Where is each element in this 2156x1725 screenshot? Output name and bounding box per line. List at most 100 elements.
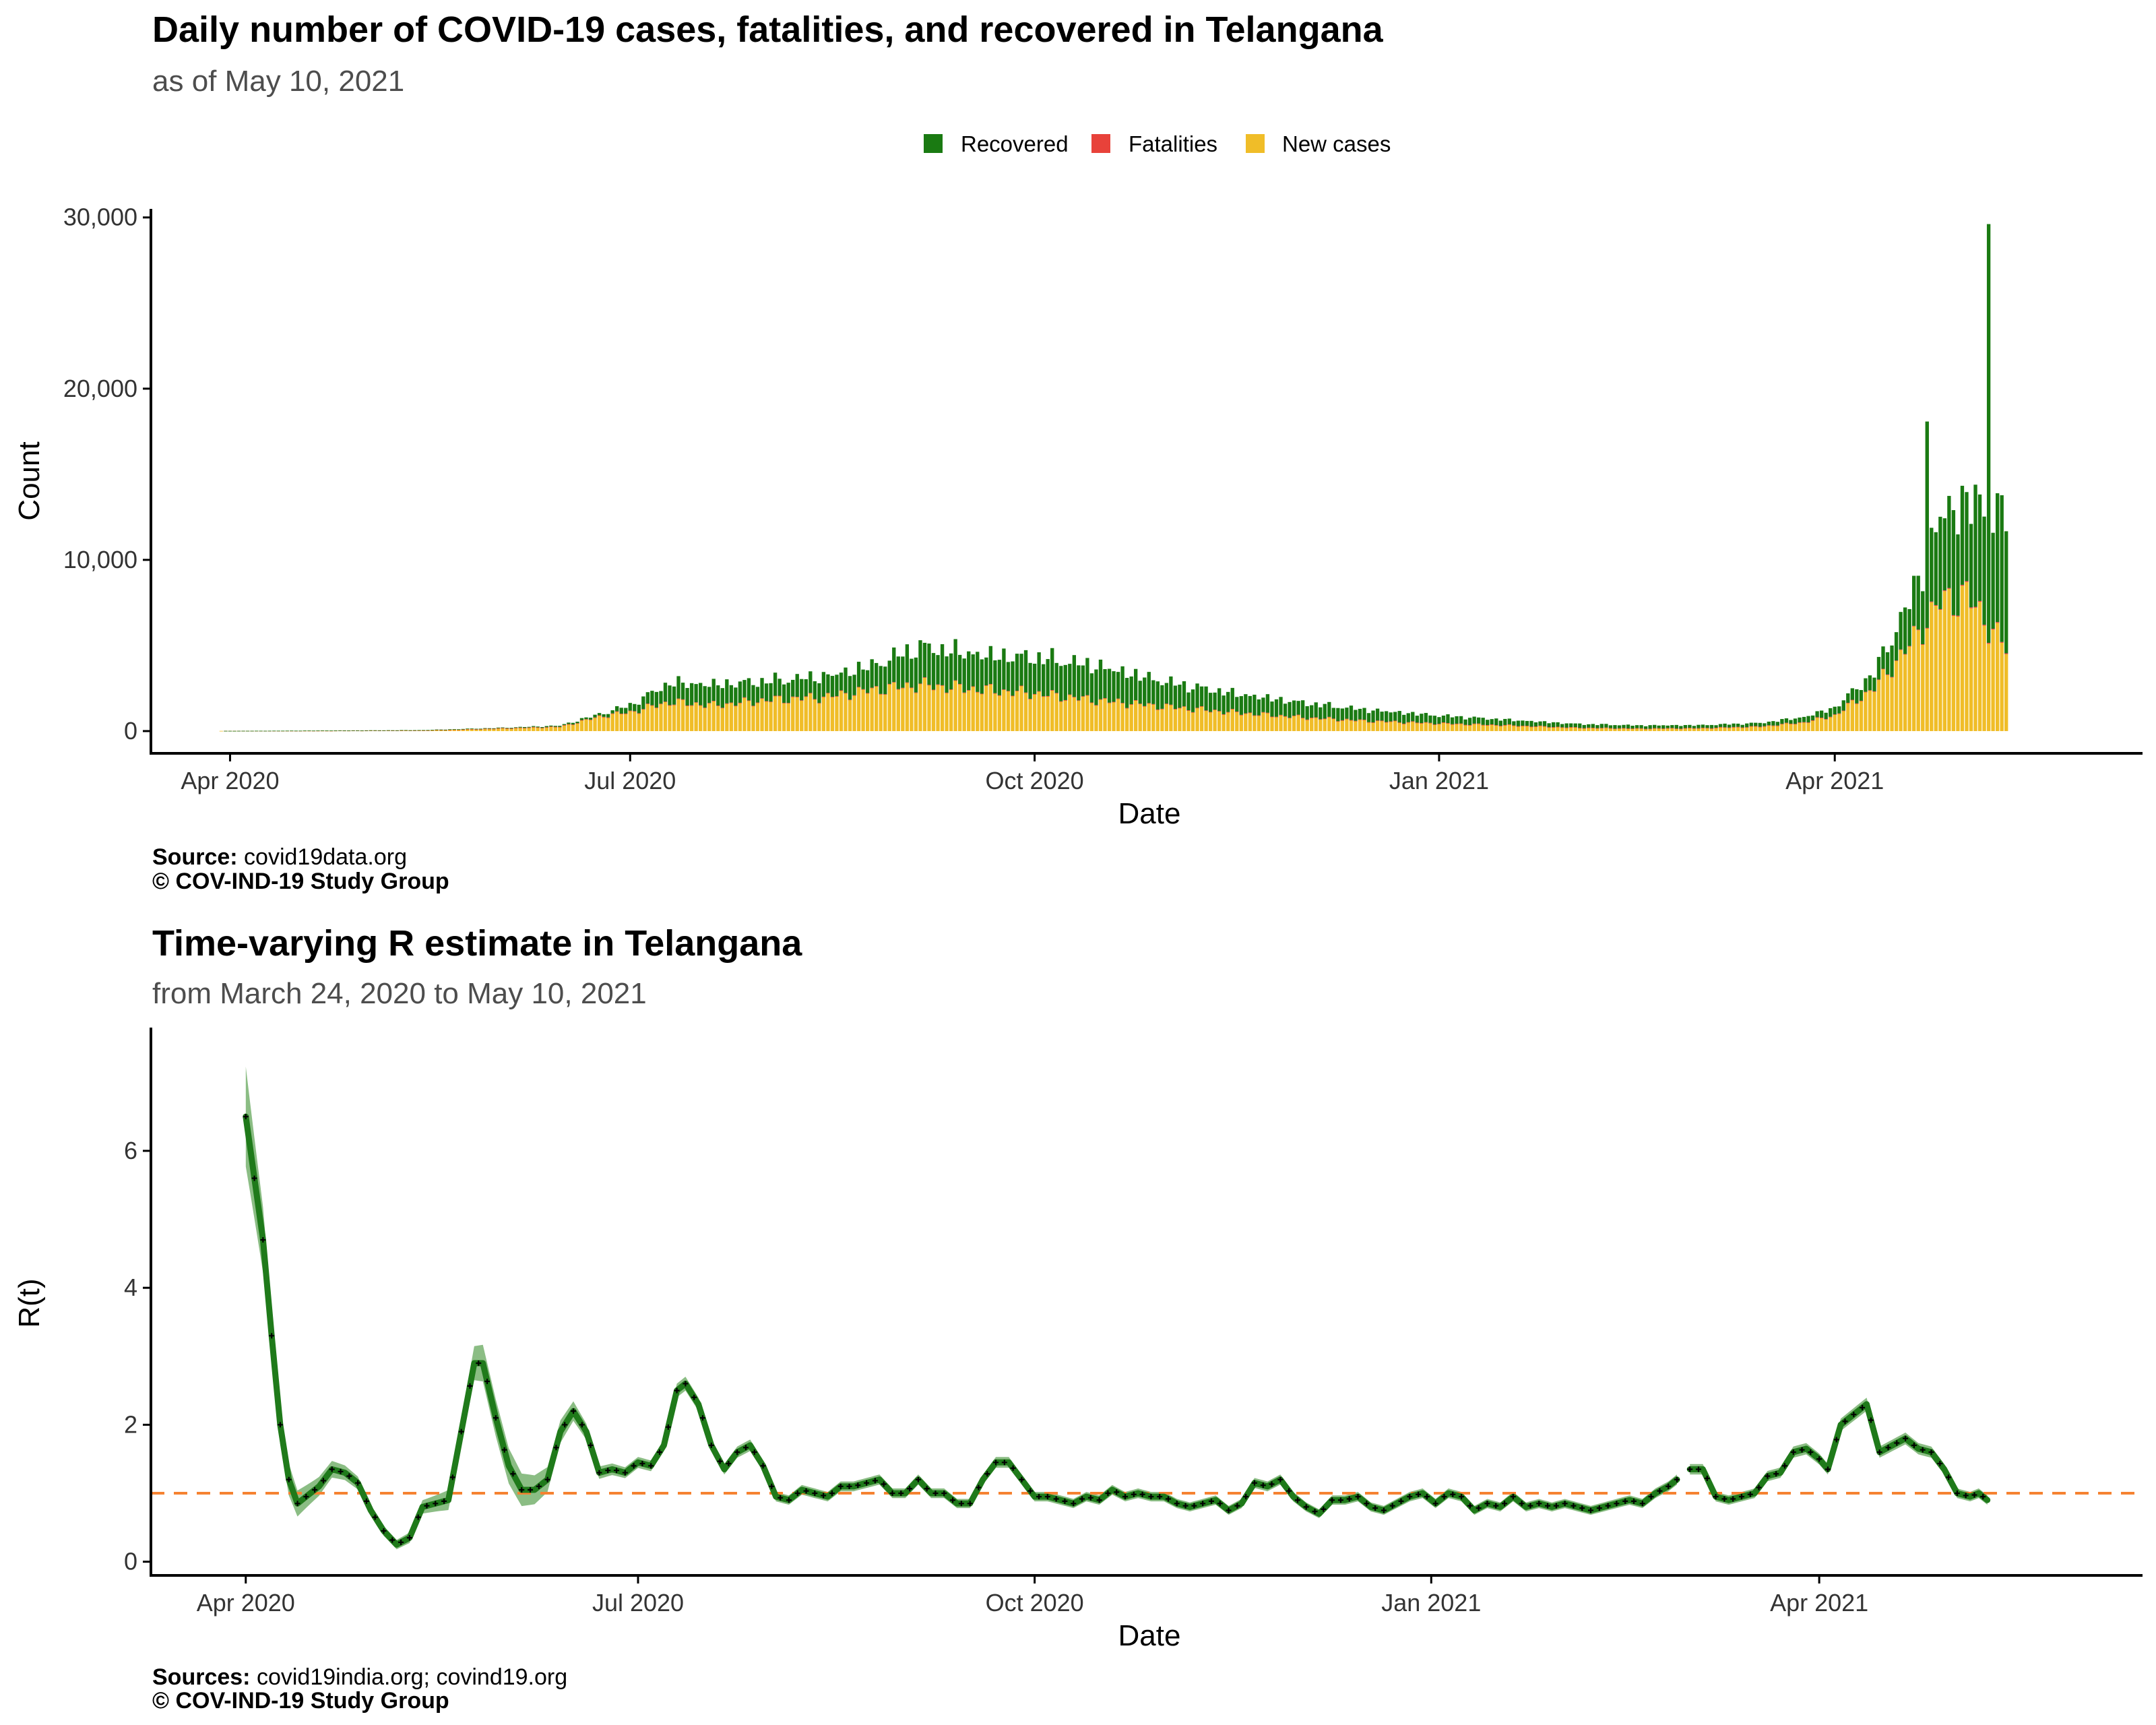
bar-new-cases <box>1815 717 1819 731</box>
bar-new-cases <box>633 711 637 731</box>
r-point-marker <box>1790 1449 1796 1455</box>
bar-new-cases <box>1173 709 1178 731</box>
bar-new-cases <box>910 687 914 731</box>
r-line-segment <box>243 1113 1680 1548</box>
bar-fatalities <box>1569 727 1573 728</box>
bar-recovered <box>1819 710 1824 718</box>
bar-fatalities <box>1864 691 1868 693</box>
r-point-marker <box>932 1491 939 1497</box>
bar-new-cases <box>914 692 918 731</box>
bar-new-cases <box>549 726 553 731</box>
bar-recovered <box>997 660 1002 695</box>
r-point-marker <box>519 1486 525 1493</box>
bar-fatalities <box>997 695 1002 696</box>
bar-recovered <box>377 730 381 731</box>
bar-fatalities <box>769 701 773 703</box>
bar-fatalities <box>1393 720 1397 722</box>
r-point-marker <box>1868 1417 1874 1423</box>
bar-new-cases <box>1054 693 1058 731</box>
bar-new-cases <box>466 728 470 731</box>
bar-recovered <box>1573 723 1577 728</box>
bar-fatalities <box>1345 718 1349 720</box>
bar-new-cases <box>1613 728 1617 731</box>
r-point-marker <box>751 1449 757 1455</box>
bar-fatalities <box>896 689 900 690</box>
bar-new-cases <box>931 689 936 731</box>
bar-fatalities <box>1850 699 1854 701</box>
bar-recovered <box>474 728 478 730</box>
bar-recovered <box>1916 575 1920 630</box>
bar-recovered <box>1890 645 1894 677</box>
bar-new-cases <box>1653 728 1657 731</box>
bar-recovered <box>1688 724 1692 728</box>
bar-recovered <box>1011 661 1015 696</box>
bar-fatalities <box>1134 700 1138 701</box>
bar-recovered <box>241 730 245 732</box>
bar-recovered <box>830 676 835 697</box>
bar-new-cases <box>1089 702 1094 731</box>
bar-recovered <box>1973 484 1977 607</box>
bar-new-cases <box>1098 699 1103 731</box>
bar-fatalities <box>1960 584 1965 586</box>
bar-fatalities <box>1841 710 1845 712</box>
bar-fatalities <box>487 728 492 730</box>
bar-recovered <box>1608 725 1613 728</box>
bar-new-cases <box>2000 642 2004 731</box>
bar-new-cases <box>1661 728 1666 731</box>
bar-new-cases <box>760 698 764 731</box>
bar-recovered <box>1300 700 1305 718</box>
bar-new-cases <box>509 728 513 731</box>
bar-fatalities <box>773 695 778 697</box>
bar-fatalities <box>1542 726 1547 727</box>
r-point-marker <box>976 1484 982 1491</box>
bar-recovered <box>298 730 303 732</box>
bar-recovered <box>1182 681 1186 707</box>
r-point-marker <box>1062 1498 1068 1504</box>
bar-recovered <box>615 706 619 712</box>
bar-recovered <box>1314 702 1318 718</box>
bar-fatalities <box>1384 722 1389 723</box>
bar-fatalities <box>1336 721 1340 722</box>
bar-new-cases <box>1002 689 1006 731</box>
bar-new-cases <box>1081 696 1085 731</box>
bar-recovered <box>1397 711 1401 723</box>
r-point-marker <box>1441 1494 1447 1500</box>
bar-fatalities <box>1674 728 1678 729</box>
bar-new-cases <box>1160 709 1164 731</box>
bar-fatalities <box>883 694 887 695</box>
bar-recovered <box>1556 722 1560 727</box>
bar-new-cases <box>918 683 922 731</box>
bar-recovered <box>1208 693 1213 712</box>
bar-recovered <box>879 666 883 694</box>
bar-new-cases <box>1930 602 1934 731</box>
bar-new-cases <box>544 727 548 731</box>
r-point-marker <box>648 1463 654 1469</box>
bar-recovered <box>628 703 632 711</box>
bar-recovered <box>536 726 540 728</box>
bar-recovered <box>1846 693 1850 703</box>
bar-new-cases <box>558 726 562 731</box>
bar-fatalities <box>1973 606 1977 608</box>
bar-new-cases <box>1424 722 1428 731</box>
bar-recovered <box>1868 675 1872 691</box>
r-point-marker <box>1303 1504 1309 1510</box>
bar-new-cases <box>1151 704 1155 731</box>
r-point-marker <box>1001 1460 1007 1466</box>
bar-new-cases <box>1670 728 1674 731</box>
bar-fatalities <box>1085 695 1089 696</box>
bar-fatalities <box>1903 654 1907 655</box>
bar-new-cases <box>1956 617 1960 731</box>
bar-recovered <box>466 728 470 730</box>
bar-new-cases <box>1257 715 1261 731</box>
bar-new-cases <box>1041 696 1046 731</box>
bar-recovered <box>303 730 307 732</box>
bar-new-cases <box>1327 716 1331 731</box>
r-point-marker <box>1588 1507 1594 1513</box>
bar-recovered <box>1186 692 1191 711</box>
bar-new-cases <box>769 701 773 731</box>
bar-new-cases <box>1977 602 1982 731</box>
r-point-marker <box>243 1114 249 1120</box>
bar-recovered <box>729 685 734 703</box>
bar-recovered <box>1204 686 1208 711</box>
bar-new-cases <box>619 714 623 731</box>
